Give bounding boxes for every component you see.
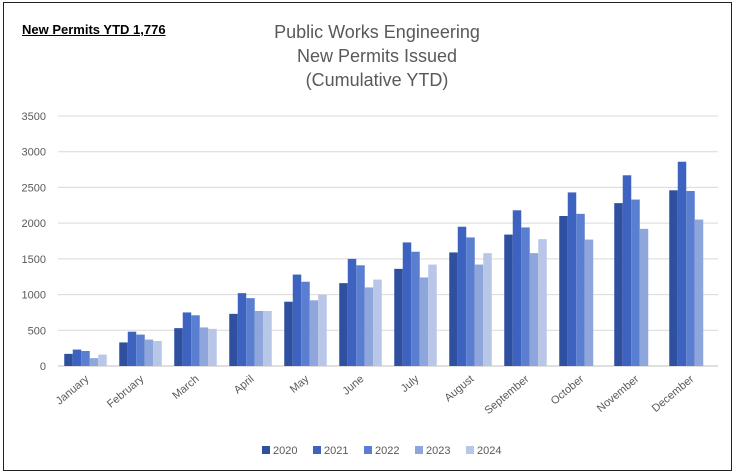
x-tick-label: July (399, 373, 422, 395)
y-tick-label: 3000 (22, 147, 46, 159)
legend-swatch-2023 (415, 446, 423, 454)
bar-2024-august (483, 253, 492, 366)
y-tick-label: 500 (28, 325, 46, 337)
bar-2020-september (504, 234, 513, 366)
bar-2021-june (347, 258, 357, 366)
bar-2020-october (559, 216, 568, 366)
x-tick-label: January (54, 373, 92, 408)
bar-2021-may (292, 274, 302, 366)
legend-label-2024: 2024 (477, 445, 501, 457)
x-tick-label: December (650, 373, 697, 415)
bar-2020-december (669, 190, 678, 366)
x-tick-label: November (595, 373, 642, 415)
gridlines (58, 115, 718, 367)
y-tick-label: 1000 (22, 290, 46, 302)
legend-label-2021: 2021 (324, 445, 348, 457)
permits-ytd-badge: New Permits YTD 1,776 (22, 22, 166, 37)
bar-2023-january (89, 358, 99, 366)
legend-label-2020: 2020 (273, 445, 297, 457)
legend-swatch-2024 (466, 446, 474, 454)
x-tick-label: April (232, 373, 257, 396)
bar-2021-february (127, 331, 137, 366)
bar-2023-february (144, 339, 154, 366)
y-tick-label: 3500 (22, 111, 46, 123)
bar-2023-november (639, 228, 649, 366)
bar-2021-april (237, 293, 247, 366)
legend-swatch-2021 (313, 446, 321, 454)
x-axis-ticks: January February March April May June July Augu… (54, 373, 697, 417)
legend: 2020 2021 2022 2023 2024 (262, 445, 501, 457)
bar-2024-march (208, 328, 217, 366)
bar-2020-march (174, 328, 183, 366)
bar-2020-february (119, 342, 128, 366)
x-tick-label: February (105, 373, 147, 411)
bar-2021-january (72, 349, 82, 366)
bars (64, 161, 704, 366)
bar-2022-june (356, 265, 365, 366)
legend-label-2022: 2022 (375, 445, 399, 457)
bar-2024-july (428, 264, 437, 366)
bar-2022-january (81, 351, 90, 366)
bar-2020-july (394, 268, 403, 366)
chart-frame (3, 2, 732, 471)
chart-title-line-1: Public Works Engineering (274, 22, 480, 42)
bar-2023-june (364, 287, 374, 366)
bar-2020-june (339, 283, 348, 366)
bar-2023-december (694, 219, 704, 366)
bar-2022-may (301, 281, 310, 366)
bar-2022-july (411, 251, 420, 366)
y-tick-label: 2500 (22, 182, 46, 194)
bar-2020-january (64, 353, 73, 366)
bar-2022-november (631, 199, 640, 366)
y-tick-label: 2000 (22, 218, 46, 230)
bar-2020-august (449, 252, 458, 366)
x-tick-label: March (170, 373, 201, 402)
x-tick-label: October (549, 373, 587, 408)
y-tick-label: 1500 (22, 254, 46, 266)
bar-2021-november (622, 175, 632, 366)
bar-2024-april (263, 311, 272, 366)
y-axis-ticks: 0 500 1000 1500 2000 2500 3000 3500 (22, 111, 46, 373)
x-tick-label: September (482, 373, 531, 417)
bar-2022-march (191, 315, 200, 366)
x-tick-label: May (288, 373, 312, 396)
bar-2024-february (153, 341, 162, 366)
bar-2024-september (538, 239, 547, 366)
bar-2020-april (229, 313, 238, 366)
bar-2024-may (318, 294, 327, 366)
bar-2022-october (576, 213, 585, 366)
legend-swatch-2020 (262, 446, 270, 454)
bar-2021-march (182, 312, 192, 366)
legend-label-2023: 2023 (426, 445, 450, 457)
bar-2021-december (677, 161, 687, 366)
chart-title-line-2: New Permits Issued (296, 46, 458, 66)
bar-2023-april (254, 311, 264, 366)
bar-2023-july (419, 277, 429, 366)
bar-2023-august (474, 264, 484, 366)
bar-2022-september (521, 227, 530, 366)
bar-2022-april (246, 298, 255, 366)
x-tick-label: August (442, 373, 476, 404)
legend-swatch-2022 (364, 446, 372, 454)
bar-2023-september (529, 253, 539, 366)
bar-2020-may (284, 301, 293, 366)
x-tick-label: June (340, 373, 366, 398)
bar-2021-october (567, 192, 577, 366)
bar-2024-january (98, 354, 107, 366)
chart-title: Public Works Engineering New Permits Iss… (200, 20, 554, 92)
bar-2022-august (466, 237, 475, 366)
bar-2024-june (373, 279, 382, 366)
bar-2022-february (136, 334, 145, 366)
bar-2021-september (512, 210, 522, 366)
bar-2023-october (584, 239, 594, 366)
bar-2022-december (686, 191, 695, 366)
bar-2021-august (457, 226, 467, 366)
bar-2023-march (199, 327, 209, 366)
y-tick-label: 0 (40, 361, 46, 373)
bar-2020-november (614, 203, 623, 366)
chart-title-line-3: (Cumulative YTD) (305, 70, 449, 90)
bar-2023-may (309, 300, 319, 366)
bar-2021-july (402, 242, 412, 366)
